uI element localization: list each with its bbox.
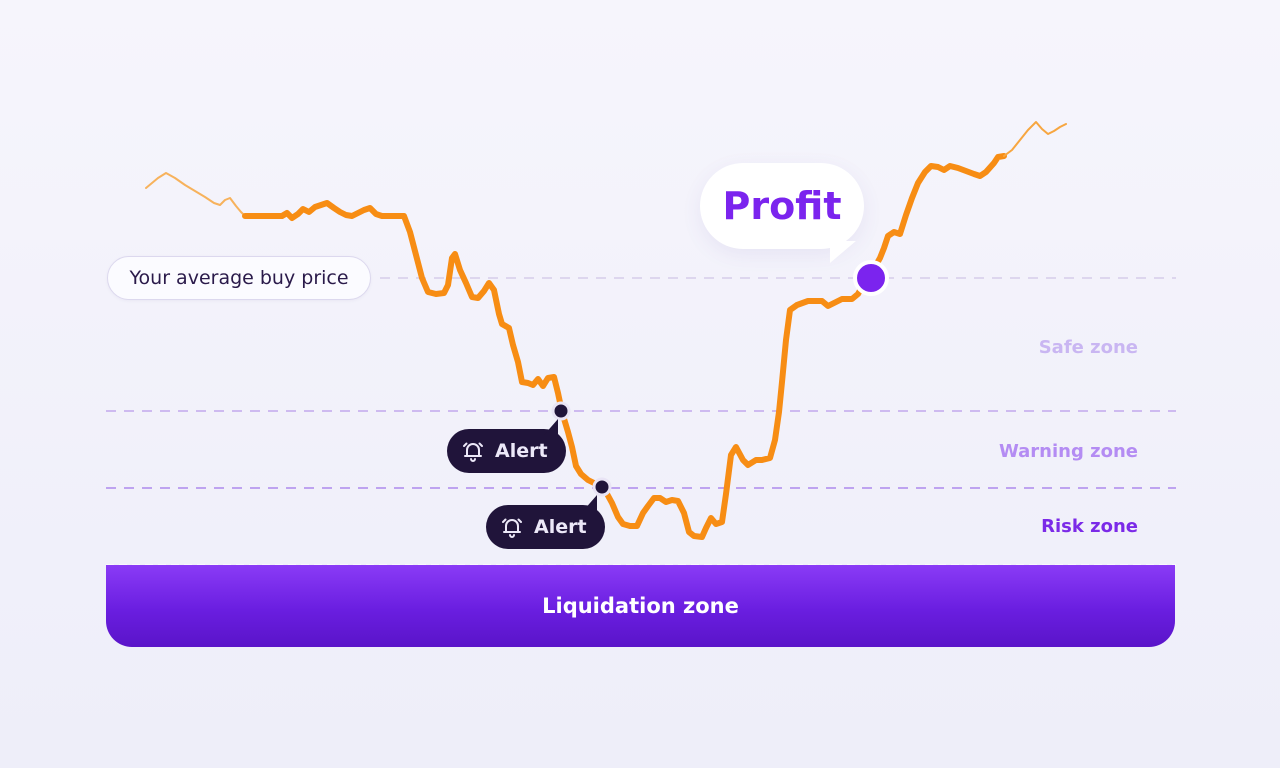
risk-zone-label: Risk zone: [1041, 516, 1138, 537]
price-line: [242, 153, 1007, 540]
profit-label: Profit: [722, 184, 842, 228]
alert-marker-warning: [551, 401, 571, 421]
warning-zone-label: Warning zone: [998, 441, 1138, 462]
price-line-end: [1003, 121, 1067, 157]
alert-label: Alert: [495, 440, 548, 462]
profit-callout: Profit: [700, 163, 864, 263]
avg-buy-price-label: Your average buy price: [107, 256, 371, 300]
alert-badge-risk: Alert: [486, 495, 605, 549]
bell-icon: [463, 442, 483, 462]
safe-zone-label: Safe zone: [1038, 337, 1138, 358]
profit-marker: [853, 260, 889, 296]
liquidation-zone: Liquidation zone: [106, 565, 1175, 647]
alert-tail: [543, 419, 558, 435]
alert-tail: [582, 495, 597, 511]
profit-tail: [830, 241, 856, 263]
liquidation-zone-label: Liquidation zone: [542, 594, 739, 618]
alert-badge-warning: Alert: [447, 419, 566, 473]
bell-icon: [502, 518, 522, 538]
price-line-start: [145, 172, 246, 217]
alert-label: Alert: [534, 516, 587, 538]
alert-marker-risk: [592, 477, 612, 497]
